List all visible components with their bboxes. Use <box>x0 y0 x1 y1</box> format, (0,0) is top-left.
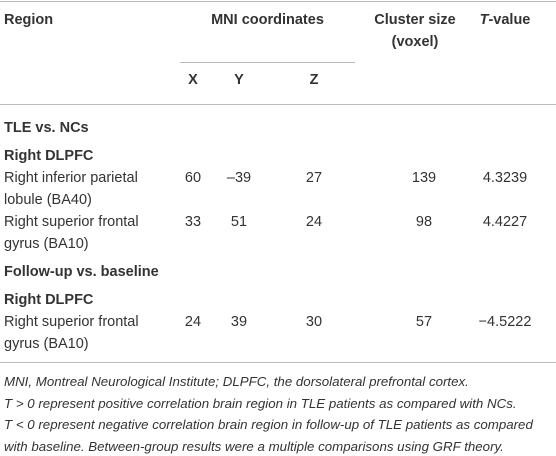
subgroup-label: Right DLPFC <box>4 148 94 164</box>
value-cell: −4.5222 <box>478 314 532 330</box>
value-cell: 24 <box>305 214 323 230</box>
header-cell: Cluster size (voxel) <box>374 12 456 50</box>
value-cell: 27 <box>305 170 323 186</box>
header-cell: Z <box>309 72 319 88</box>
value-cell: 39 <box>230 314 248 330</box>
value-cell: 4.3239 <box>482 170 528 186</box>
region-cell: Right superior frontal gyrus (BA10) <box>4 214 139 252</box>
rule <box>0 104 556 105</box>
rule <box>180 62 355 63</box>
header-cell: MNI coordinates <box>211 12 324 28</box>
rule <box>0 362 556 363</box>
value-cell: 33 <box>184 214 202 230</box>
footnote-line: MNI, Montreal Neurological Institute; DL… <box>4 374 469 389</box>
value-cell: 24 <box>184 314 202 330</box>
group-label: TLE vs. NCs <box>4 120 89 136</box>
value-cell: 30 <box>305 314 323 330</box>
region-cell: Right superior frontal gyrus (BA10) <box>4 314 139 352</box>
region-cell: Right inferior parietal lobule (BA40) <box>4 170 138 208</box>
footnote-line: T < 0 represent negative correlation bra… <box>4 417 533 433</box>
footnote-line: with baseline. Between-group results wer… <box>4 439 504 455</box>
value-cell: 60 <box>184 170 202 186</box>
t-header: T-value <box>479 12 531 28</box>
subgroup-label: Right DLPFC <box>4 292 94 308</box>
value-cell: 4.4227 <box>482 214 528 230</box>
value-cell: 51 <box>230 214 248 230</box>
value-cell: 139 <box>411 170 437 186</box>
value-cell: 98 <box>415 214 433 230</box>
rule <box>0 1 556 2</box>
footnote-line: T > 0 represent positive correlation bra… <box>4 395 517 411</box>
header-cell: Region <box>4 12 54 28</box>
group-label: Follow-up vs. baseline <box>4 264 159 280</box>
header-cell: Y <box>234 72 244 88</box>
value-cell: –39 <box>226 170 252 186</box>
header-cell: T-value <box>470 9 540 31</box>
value-cell: 57 <box>415 314 433 330</box>
header-cell: X <box>188 72 198 88</box>
